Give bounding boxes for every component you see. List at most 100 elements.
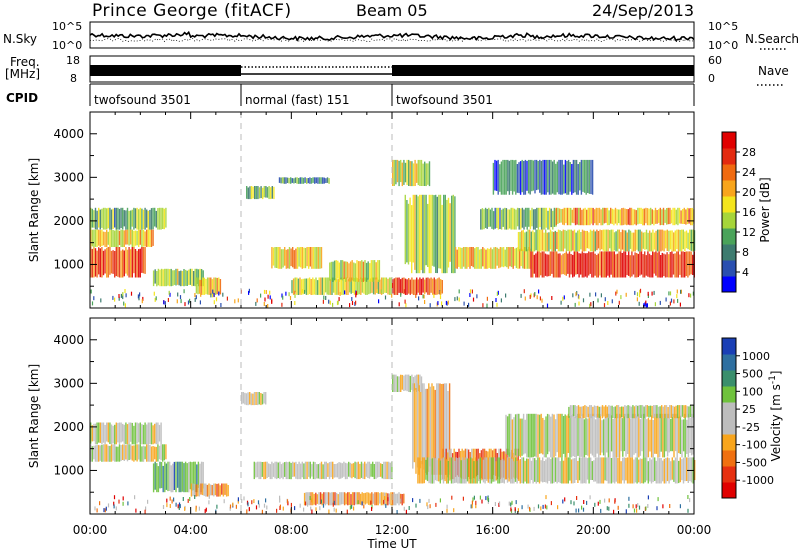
power-echo-region-15 — [530, 251, 695, 278]
x-tick-label-2: 08:00 — [274, 523, 309, 537]
power-colorbar-label: Power [dB] — [758, 177, 772, 242]
velocity-colorbar-tick-6: -500 — [742, 456, 767, 469]
noise-left-tick-bottom: 10^0 — [52, 39, 82, 52]
power-colorbar-swatch-4 — [722, 212, 736, 229]
power-echo-region-14 — [480, 207, 557, 230]
power-colorbar-swatch-6 — [722, 180, 736, 197]
velocity-echo-region-11 — [505, 413, 694, 458]
power-echo-layer — [90, 112, 696, 308]
power-echo-region-12 — [392, 277, 443, 295]
freq-band-0 — [90, 65, 241, 76]
x-tick-label-4: 16:00 — [475, 523, 510, 537]
power-echo-region-5 — [246, 186, 275, 200]
power-echo-region-2 — [90, 207, 167, 230]
power-near-range-speckle — [90, 288, 694, 308]
x-tick-label-6: 00:00 — [677, 523, 712, 537]
power-y-axis-label: Slant Range [km] — [27, 158, 41, 262]
freq-right-tick-bottom: 0 — [708, 72, 715, 85]
power-echo-region-8 — [291, 277, 392, 295]
cpid-mode-label-2: twofsound 3501 — [396, 93, 493, 107]
freq-left-label-line2: [MHz] — [5, 67, 40, 81]
x-axis-label: Time UT — [366, 537, 417, 551]
power-panel: 1000 2000 3000 4000 Slant Range [km] 4 8 12 16… — [27, 111, 772, 309]
station-title: Prince George (fitACF) — [92, 1, 292, 21]
velocity-echo-region-6 — [303, 492, 405, 506]
velocity-colorbar-swatch-1 — [722, 466, 736, 483]
cpid-bar: twofsound 3501 normal (fast) 151 twofsound… — [89, 83, 695, 107]
velocity-colorbar-tick-2: 100 — [742, 385, 763, 398]
velocity-colorbar-tick-7: -1000 — [742, 474, 774, 487]
power-echo-region-17 — [555, 207, 695, 226]
velocity-colorbar-swatch-7 — [722, 370, 736, 387]
velocity-echo-region-12 — [568, 405, 695, 419]
power-echo-region-10 — [392, 159, 431, 187]
freq-panel-data — [90, 65, 694, 76]
power-colorbar-swatch-0 — [722, 276, 736, 293]
velocity-colorbar-swatch-0 — [722, 482, 736, 499]
power-colorbar-tick-0: 4 — [742, 266, 749, 279]
freq-band-2 — [392, 65, 694, 76]
power-colorbar-tick-4: 20 — [742, 186, 756, 199]
power-colorbar-swatch-8 — [722, 148, 736, 165]
velocity-echo-layer — [90, 318, 696, 514]
freq-left-tick-bottom: 8 — [70, 72, 77, 85]
velocity-near-range-speckle — [94, 494, 691, 514]
velocity-y-axis: 1000 2000 3000 4000 — [53, 333, 694, 493]
noise-right-label: N.Search — [745, 32, 799, 46]
velocity-echo-region-2 — [152, 461, 204, 493]
power-ytick-label-0: 1000 — [53, 257, 84, 271]
power-echo-region-13 — [454, 247, 532, 269]
x-tick-label-0: 00:00 — [73, 523, 108, 537]
power-colorbar: 4 8 12 16 20 24 28 — [721, 131, 756, 293]
velocity-echo-region-8 — [412, 383, 451, 475]
velocity-ytick-label-1: 2000 — [53, 420, 84, 434]
noise-sky-trace — [89, 30, 695, 42]
power-echo-region-11 — [404, 194, 456, 274]
velocity-ytick-label-2: 3000 — [53, 376, 84, 390]
power-colorbar-swatch-5 — [722, 196, 736, 213]
power-colorbar-swatch-7 — [722, 164, 736, 181]
velocity-colorbar-swatch-5 — [722, 402, 736, 419]
x-tick-label-5: 20:00 — [576, 523, 611, 537]
noise-right-tick-bottom: 10^0 — [708, 39, 738, 52]
power-echo-region-3 — [152, 268, 204, 287]
velocity-colorbar: 1000 500 100 25 -25 -100 -500 -1000 — [721, 337, 774, 499]
power-echo-region-9 — [329, 260, 381, 282]
power-colorbar-swatch-9 — [722, 132, 736, 149]
power-colorbar-swatch-1 — [722, 260, 736, 277]
velocity-colorbar-tick-4: -25 — [742, 421, 760, 434]
velocity-colorbar-swatch-8 — [722, 354, 736, 371]
velocity-colorbar-tick-3: 25 — [742, 403, 756, 416]
velocity-panel: 1000 2000 3000 4000 Slant Range [km] 1000 50… — [27, 317, 783, 515]
power-echo-region-18 — [492, 159, 594, 195]
beam-title: Beam 05 — [356, 1, 428, 20]
velocity-echo-region-7 — [392, 374, 423, 393]
velocity-colorbar-swatch-6 — [722, 386, 736, 403]
power-colorbar-swatch-2 — [722, 244, 736, 261]
power-ytick-label-3: 4000 — [53, 127, 84, 141]
power-y-axis: 1000 2000 3000 4000 — [53, 127, 694, 287]
noise-search-trace — [89, 37, 695, 43]
power-colorbar-tick-6: 28 — [742, 146, 756, 159]
power-echo-region-0 — [90, 247, 146, 278]
freq-right-label: Nave — [758, 64, 789, 78]
cpid-mode-label-1: normal (fast) 151 — [245, 93, 349, 107]
velocity-echo-region-0 — [90, 444, 167, 462]
velocity-colorbar-swatch-9 — [722, 338, 736, 355]
power-colorbar-tick-5: 24 — [742, 166, 756, 179]
velocity-colorbar-swatch-4 — [722, 418, 736, 435]
noise-left-tick-top: 10^5 — [52, 20, 82, 33]
velocity-colorbar-tick-5: -100 — [742, 439, 767, 452]
power-echo-region-6 — [278, 177, 330, 184]
power-x-ticks — [89, 112, 695, 308]
velocity-echo-region-4 — [241, 392, 267, 406]
velocity-colorbar-tick-0: 1000 — [742, 350, 770, 363]
power-colorbar-tick-3: 16 — [742, 206, 756, 219]
power-echo-region-4 — [195, 277, 222, 295]
x-tick-label-3: 12:00 — [375, 523, 410, 537]
power-ytick-label-2: 3000 — [53, 170, 84, 184]
velocity-x-ticks — [89, 318, 695, 514]
cpid-mode-label-0: twofsound 3501 — [94, 93, 191, 107]
velocity-ytick-label-0: 1000 — [53, 463, 84, 477]
